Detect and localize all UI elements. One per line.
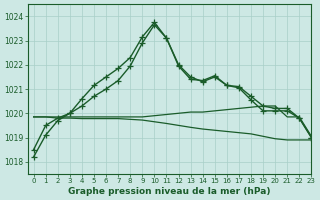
X-axis label: Graphe pression niveau de la mer (hPa): Graphe pression niveau de la mer (hPa) xyxy=(68,187,271,196)
